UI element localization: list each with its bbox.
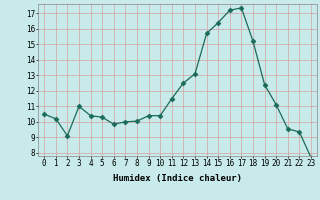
X-axis label: Humidex (Indice chaleur): Humidex (Indice chaleur): [113, 174, 242, 183]
